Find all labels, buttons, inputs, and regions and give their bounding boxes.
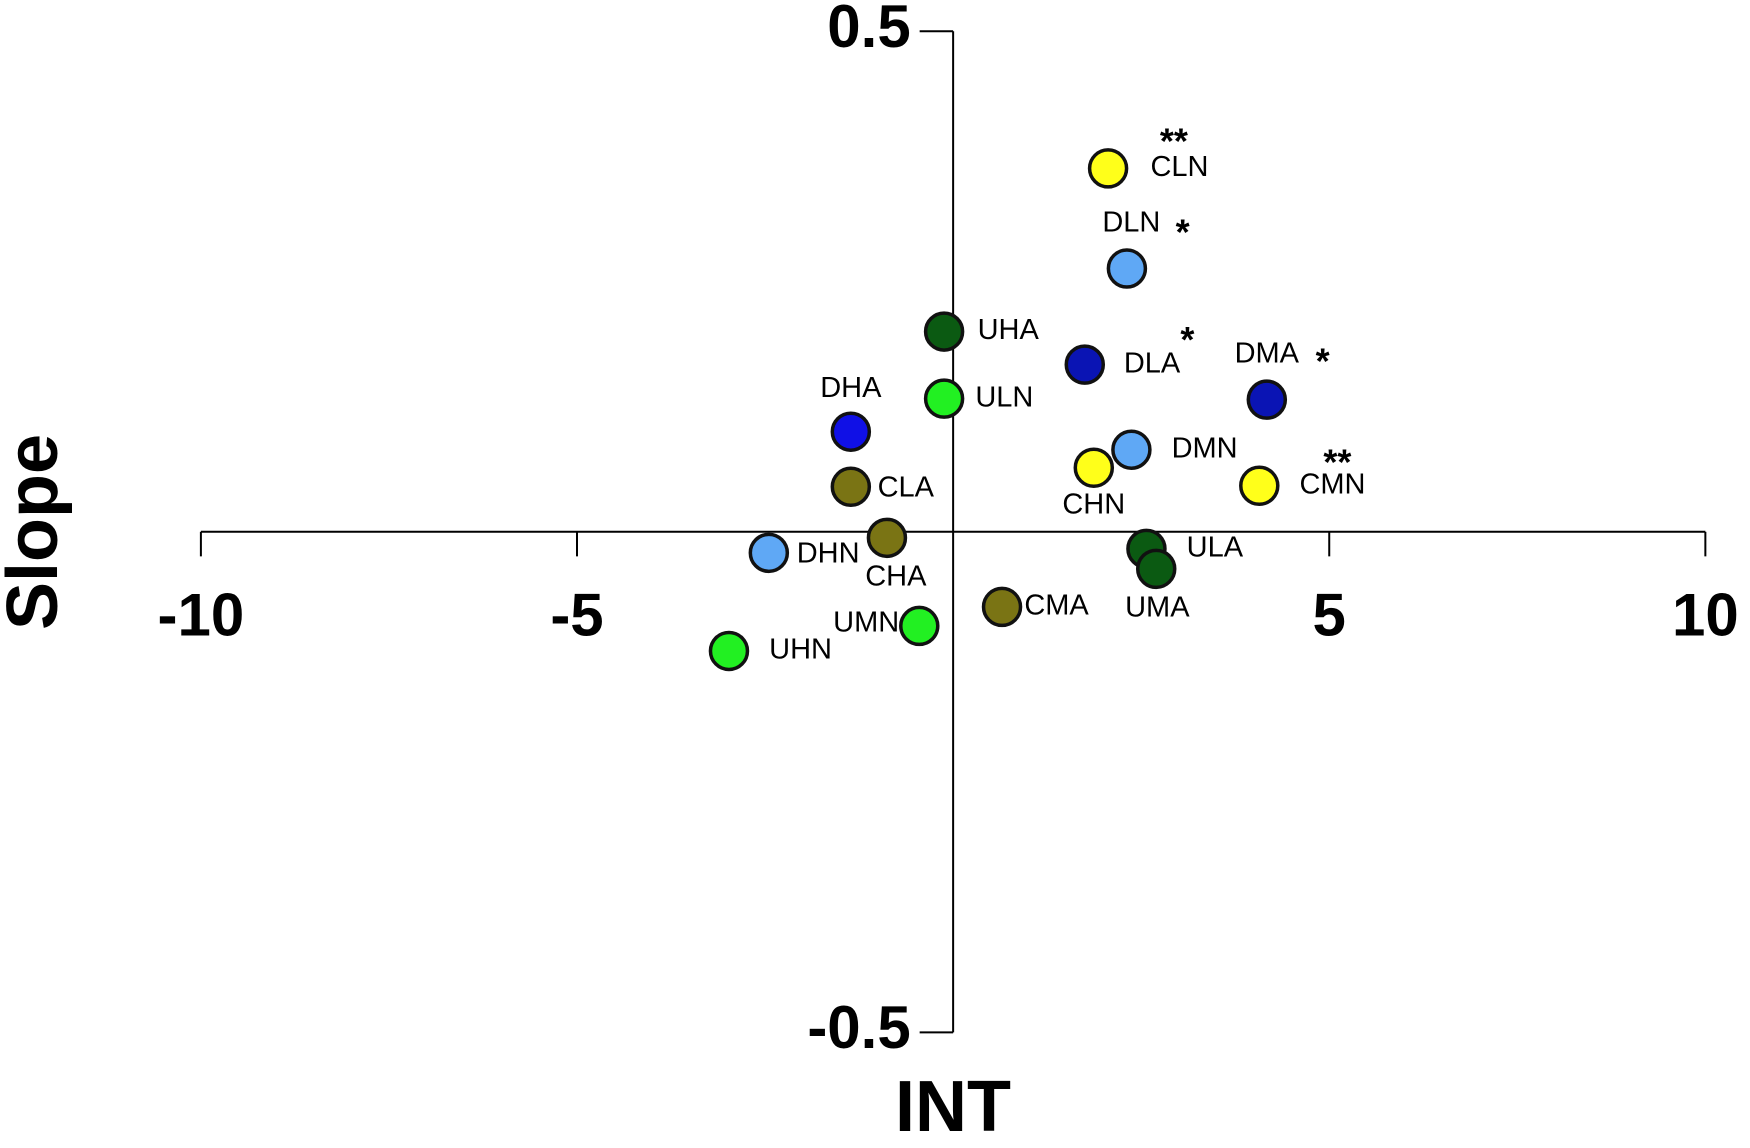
point-label: DLN (1102, 207, 1160, 239)
y-axis-title: Slope (0, 434, 73, 630)
x-tick-label: -5 (550, 581, 603, 648)
point (1135, 548, 1177, 590)
point-label: UHA (978, 314, 1040, 346)
point (1246, 379, 1288, 420)
y-tick-label: -0.5 (807, 994, 910, 1061)
point-label: CMN (1299, 468, 1365, 500)
significance-label: ** (1160, 121, 1188, 162)
significance-label: * (1316, 341, 1330, 382)
point-label: DHA (820, 372, 882, 404)
point (981, 586, 1023, 628)
x-tick-label: 5 (1313, 581, 1346, 648)
point-label: UMA (1125, 592, 1190, 624)
point (1087, 148, 1129, 189)
point-label: CLA (878, 472, 935, 504)
point-label: DHN (797, 538, 860, 570)
point (830, 411, 872, 452)
point-label: CLN (1150, 151, 1208, 183)
point (1111, 429, 1152, 470)
point (1064, 344, 1106, 385)
x-tick-label: -10 (158, 581, 245, 648)
point (1239, 465, 1280, 507)
point-label: DLA (1124, 347, 1181, 379)
point (923, 311, 965, 352)
significance-label: ** (1323, 441, 1351, 482)
point (748, 532, 790, 574)
point-label: UHN (769, 634, 832, 666)
point (923, 378, 965, 419)
point (1073, 447, 1115, 488)
point (1106, 248, 1148, 289)
x-tick-label: 10 (1672, 581, 1739, 648)
significance-label: * (1180, 319, 1194, 360)
point (866, 517, 908, 559)
point-label: CHA (865, 561, 927, 593)
significance-label: * (1176, 212, 1190, 253)
point-label: CHN (1062, 488, 1125, 520)
point-label: ULA (1187, 531, 1244, 563)
point-label: DMA (1235, 338, 1300, 370)
y-tick-label: 0.5 (827, 0, 910, 60)
point-label: DMN (1172, 432, 1238, 464)
point-label: CMA (1024, 590, 1089, 622)
point (708, 630, 750, 672)
point-label: ULN (975, 381, 1033, 413)
x-axis-title: INT (895, 1067, 1011, 1147)
point (899, 605, 940, 647)
point (830, 466, 872, 508)
point-label: UMN (833, 606, 899, 638)
